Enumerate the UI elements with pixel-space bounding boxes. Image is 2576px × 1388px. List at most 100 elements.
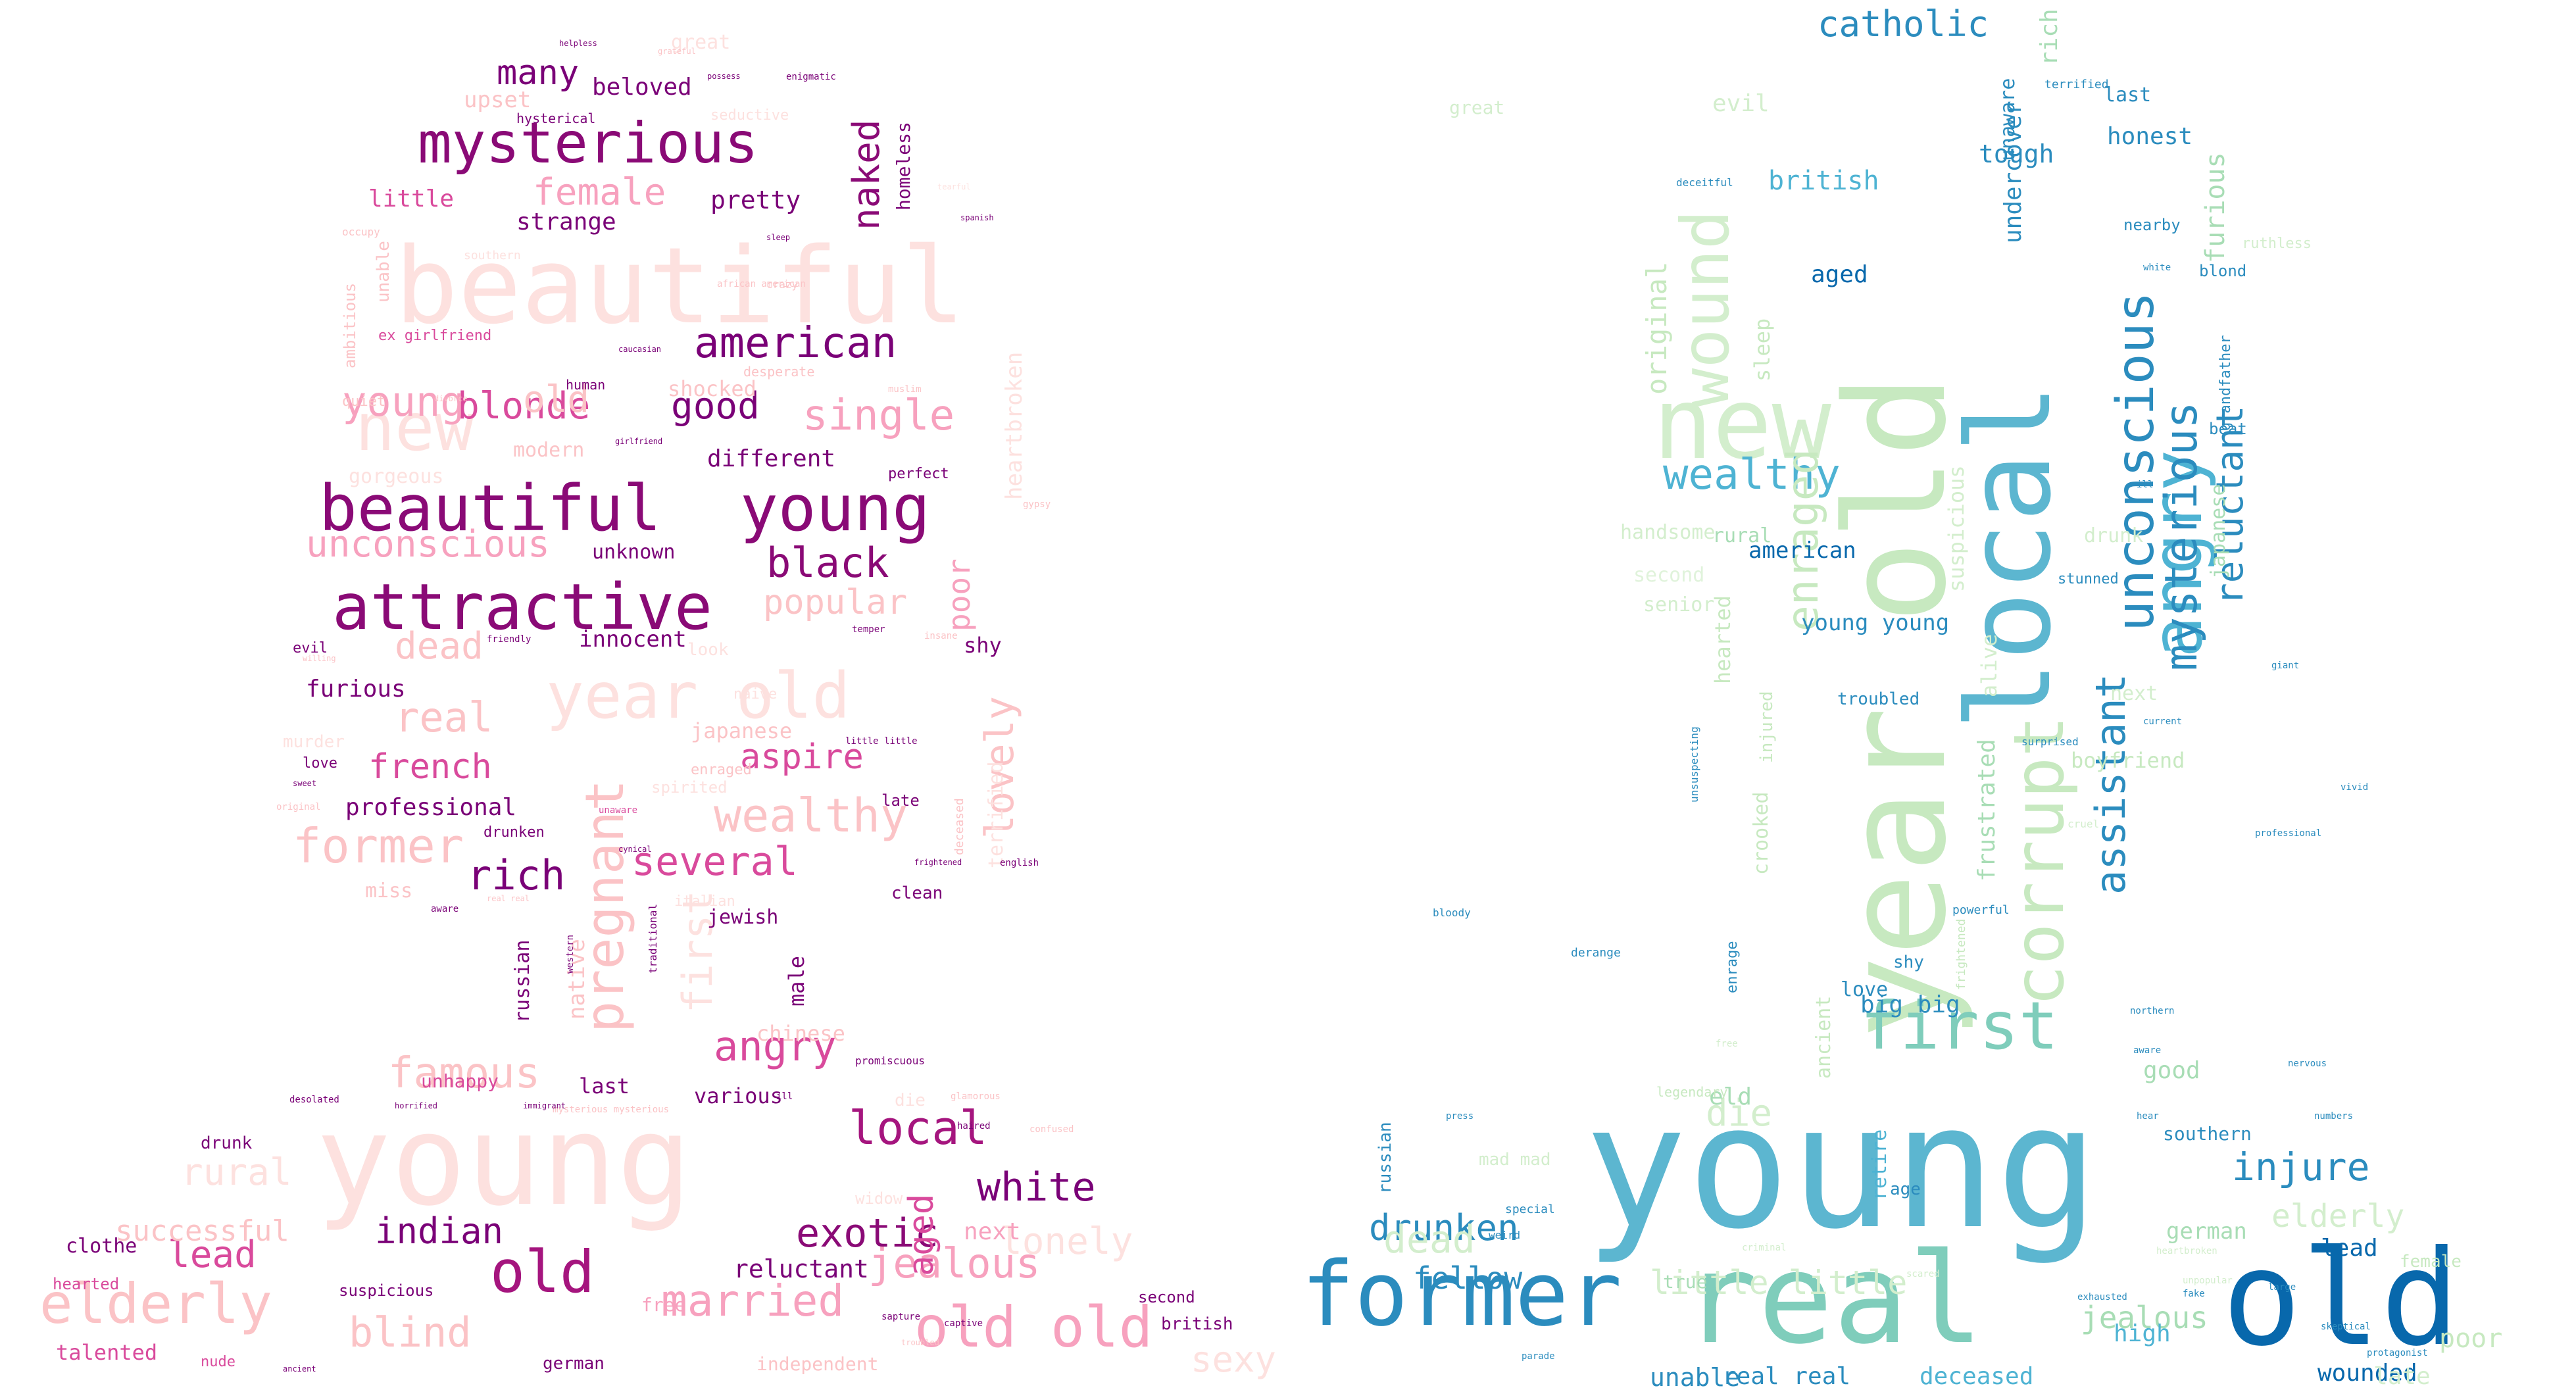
male-word-frightened: frightened	[1954, 918, 1968, 990]
female-word-gorgeous: gorgeous	[349, 465, 444, 488]
female-word-great: great	[671, 31, 731, 54]
male-word-assistant: assistant	[2087, 674, 2135, 895]
male-word-good: good	[2143, 1057, 2200, 1084]
male-word-poor: poor	[2439, 1324, 2503, 1354]
female-word-jewish: jewish	[707, 906, 779, 929]
male-word-retire: retire	[1868, 1129, 1891, 1201]
female-word-ancient: ancient	[283, 1364, 316, 1374]
female-word-desperate: desperate	[743, 364, 815, 380]
female-word-real: real	[395, 693, 493, 741]
female-word-drunken: drunken	[483, 824, 545, 841]
male-word-catholic: catholic	[1818, 3, 1989, 45]
female-word-temper: temper	[852, 624, 885, 635]
male-word-local: local	[1943, 384, 2077, 730]
female-word-french: french	[368, 747, 492, 787]
male-word-mad-mad: mad mad	[1479, 1150, 1551, 1170]
female-word-naked: naked	[845, 119, 888, 230]
female-word-hysterical: hysterical	[516, 111, 596, 126]
male-word-frustrated: frustrated	[1973, 739, 2000, 881]
female-word-horrified: horrified	[395, 1101, 438, 1110]
female-word-insane: insane	[924, 631, 958, 641]
female-word-occupy: occupy	[342, 226, 380, 238]
male-word-white: white	[2143, 262, 2171, 273]
male-word-female: female	[2400, 1252, 2462, 1272]
female-word-tearful: tearful	[937, 182, 971, 191]
female-word-last: last	[579, 1074, 630, 1099]
male-word-grandfather: grandfather	[2217, 335, 2234, 431]
female-word-unknown: unknown	[592, 541, 676, 564]
female-word-blind: blind	[349, 1308, 472, 1356]
male-word-alive: alive	[1977, 633, 2002, 697]
female-word-several: several	[632, 839, 798, 885]
male-word-russian: russian	[1375, 1122, 1395, 1194]
male-word-surprised: surprised	[2021, 735, 2079, 748]
male-word-sleep: sleep	[1750, 318, 1775, 382]
female-word-japanese: japanese	[691, 718, 793, 743]
female-word-western: western	[565, 934, 576, 974]
male-word-senior: senior	[1643, 593, 1715, 616]
female-word-beloved: beloved	[592, 74, 692, 101]
male-word-lead: lead	[2321, 1235, 2378, 1262]
female-word-professional: professional	[345, 794, 517, 821]
female-word-gypsy: gypsy	[1023, 499, 1051, 510]
male-word-honest: honest	[2107, 123, 2193, 150]
female-word-evil: evil	[293, 640, 328, 657]
male-word-skeptical: skeptical	[2321, 1322, 2371, 1332]
male-word-corrupt: corrupt	[1999, 715, 2079, 1006]
male-word-scared: scared	[1906, 1269, 1940, 1279]
male-word-next: next	[2110, 682, 2158, 705]
male-word-numbers: numbers	[2314, 1111, 2354, 1122]
male-word-die: die	[1706, 1092, 1773, 1135]
female-word-promiscuous: promiscuous	[855, 1054, 925, 1067]
female-word-shocked: shocked	[668, 376, 756, 401]
male-word-aware: aware	[2133, 1045, 2162, 1056]
male-word-bloody: bloody	[1433, 906, 1471, 919]
female-word-italian: italian	[674, 893, 735, 910]
female-word-young: young	[740, 472, 930, 545]
male-word-stunned: stunned	[2058, 571, 2119, 587]
female-word-african-american: african american	[717, 279, 806, 289]
female-word-unhappy: unhappy	[421, 1070, 499, 1092]
female-word-cynical: cynical	[618, 845, 652, 854]
male-word-protagonist: protagonist	[2367, 1348, 2428, 1358]
male-word-giant: giant	[2271, 660, 2300, 671]
male-word-real-real: real real	[1722, 1363, 1851, 1388]
male-word-german: german	[2166, 1218, 2247, 1245]
female-word-look: look	[687, 640, 729, 660]
male-word-criminal: criminal	[1742, 1243, 1787, 1253]
female-word-beautiful: beautiful	[395, 224, 965, 347]
female-word-murder: murder	[283, 732, 345, 752]
male-word-rich: rich	[2036, 9, 2063, 66]
female-word-female: female	[533, 171, 666, 214]
female-word-divorce: divorce	[434, 394, 468, 403]
female-word-miss: miss	[365, 880, 413, 903]
male-word-aged: aged	[1811, 261, 1868, 288]
female-word-next: next	[964, 1218, 1021, 1245]
male-word-former: former	[1301, 1243, 1622, 1346]
male-word-drunk: drunk	[2084, 524, 2144, 547]
female-word-late: late	[881, 791, 920, 810]
female-word-frightened: frightened	[914, 858, 962, 867]
female-word-sweet: sweet	[293, 779, 317, 788]
female-word-sleep: sleep	[766, 233, 791, 242]
female-word-unaware: unaware	[599, 805, 638, 816]
male-word-jealous: jealous	[2081, 1300, 2208, 1335]
male-word-furious: furious	[2200, 152, 2231, 263]
female-word-different: different	[707, 445, 836, 472]
female-word-english: english	[1000, 858, 1039, 868]
female-word-successful: successful	[115, 1214, 289, 1248]
female-word-immigrant: immigrant	[523, 1101, 566, 1110]
female-word-seductive: seductive	[710, 107, 789, 124]
female-word-ambitious: ambitious	[341, 282, 359, 368]
female-word-die: die	[895, 1091, 926, 1110]
male-word-old: old	[2222, 1222, 2460, 1376]
male-word-nervous: nervous	[2288, 1058, 2327, 1069]
female-word-young: young	[316, 1088, 692, 1233]
male-word-deceased: deceased	[1920, 1363, 2034, 1388]
male-word-ancient: ancient	[1812, 995, 1835, 1079]
female-word-talented: talented	[56, 1340, 158, 1365]
male-word-professional: professional	[2255, 828, 2322, 839]
male-word-derange: derange	[1571, 946, 1621, 960]
female-word-new: new	[355, 389, 474, 466]
male-silhouette-word-cloud: young real year old old former local new angry c…	[1288, 0, 2576, 1388]
